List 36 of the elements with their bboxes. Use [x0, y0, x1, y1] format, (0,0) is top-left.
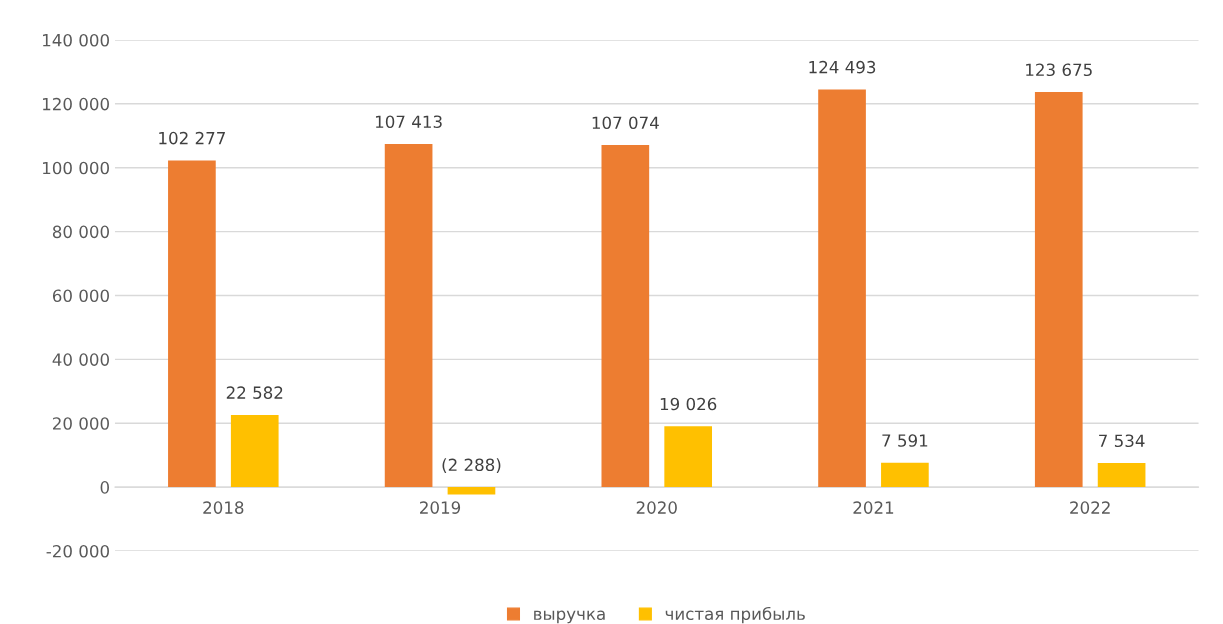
- data-label: 7 534: [1099, 434, 1145, 448]
- data-label: 107 413: [375, 115, 442, 129]
- y-tick-label: 120 000: [43, 97, 109, 111]
- bar: [447, 487, 496, 495]
- data-label: 7 591: [882, 434, 928, 447]
- y-tick-label: 20 000: [53, 417, 109, 430]
- y-tick-label: -20 000: [46, 544, 109, 558]
- x-tick-label: 2022: [1070, 501, 1110, 514]
- bar: [1034, 92, 1083, 488]
- x-tick-label: 2020: [636, 501, 677, 514]
- data-label: (2 288): [442, 458, 501, 474]
- y-tick-label: 100 000: [43, 161, 109, 175]
- y-tick-label: 0: [100, 481, 109, 494]
- bar: [818, 89, 866, 488]
- bar: [601, 145, 650, 488]
- data-label: 107 074: [592, 116, 659, 130]
- legend-label: чистая прибыль: [665, 606, 805, 624]
- data-label: 19 026: [660, 397, 717, 411]
- data-label: 123 675: [1026, 63, 1092, 77]
- bar: [168, 160, 216, 488]
- y-tick-label: 80 000: [52, 225, 109, 239]
- data-label: 22 582: [226, 386, 283, 399]
- y-tick-label: 140 000: [43, 33, 109, 47]
- legend-label: выручка: [534, 610, 605, 624]
- x-tick-label: 2019: [420, 501, 461, 514]
- bar: [881, 462, 929, 488]
- data-label: 102 277: [159, 131, 225, 145]
- x-tick-label: 2018: [203, 501, 244, 514]
- y-tick-label: 40 000: [52, 353, 109, 366]
- bar: [1097, 463, 1146, 488]
- x-tick-label: 2021: [853, 501, 894, 514]
- bar: [664, 426, 713, 488]
- bar: [384, 144, 433, 488]
- data-label: 124 493: [809, 60, 876, 74]
- y-tick-label: 60 000: [52, 289, 109, 303]
- bar: [230, 414, 279, 488]
